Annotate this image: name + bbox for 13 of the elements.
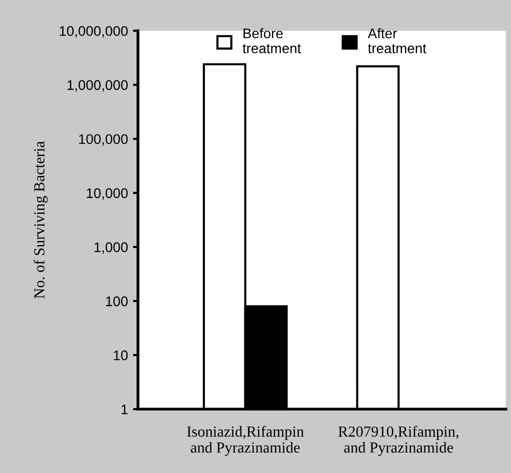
legend-label: After treatment bbox=[368, 28, 426, 54]
y-tick-label: 100 bbox=[106, 296, 128, 306]
y-tick-label: 10,000 bbox=[86, 188, 128, 200]
y-tick-label: 1,000 bbox=[94, 242, 128, 254]
y-tick-label: 1,000,000 bbox=[68, 80, 128, 92]
y-tick-label: 1 bbox=[122, 404, 128, 414]
y-tick-label: 10 bbox=[114, 350, 128, 360]
legend-label: Before treatment bbox=[242, 28, 301, 54]
y-axis-title: No. of Surviving Bacteria bbox=[34, 141, 48, 298]
x-tick-label: R207910,Rifampin, and Pyrazinamide bbox=[338, 426, 458, 456]
y-tick-label: 100,000 bbox=[79, 134, 128, 146]
y-tick-label: 10,000,000 bbox=[60, 26, 128, 38]
x-tick-label: Isoniazid,Rifampin and Pyrazinamide bbox=[187, 426, 304, 456]
